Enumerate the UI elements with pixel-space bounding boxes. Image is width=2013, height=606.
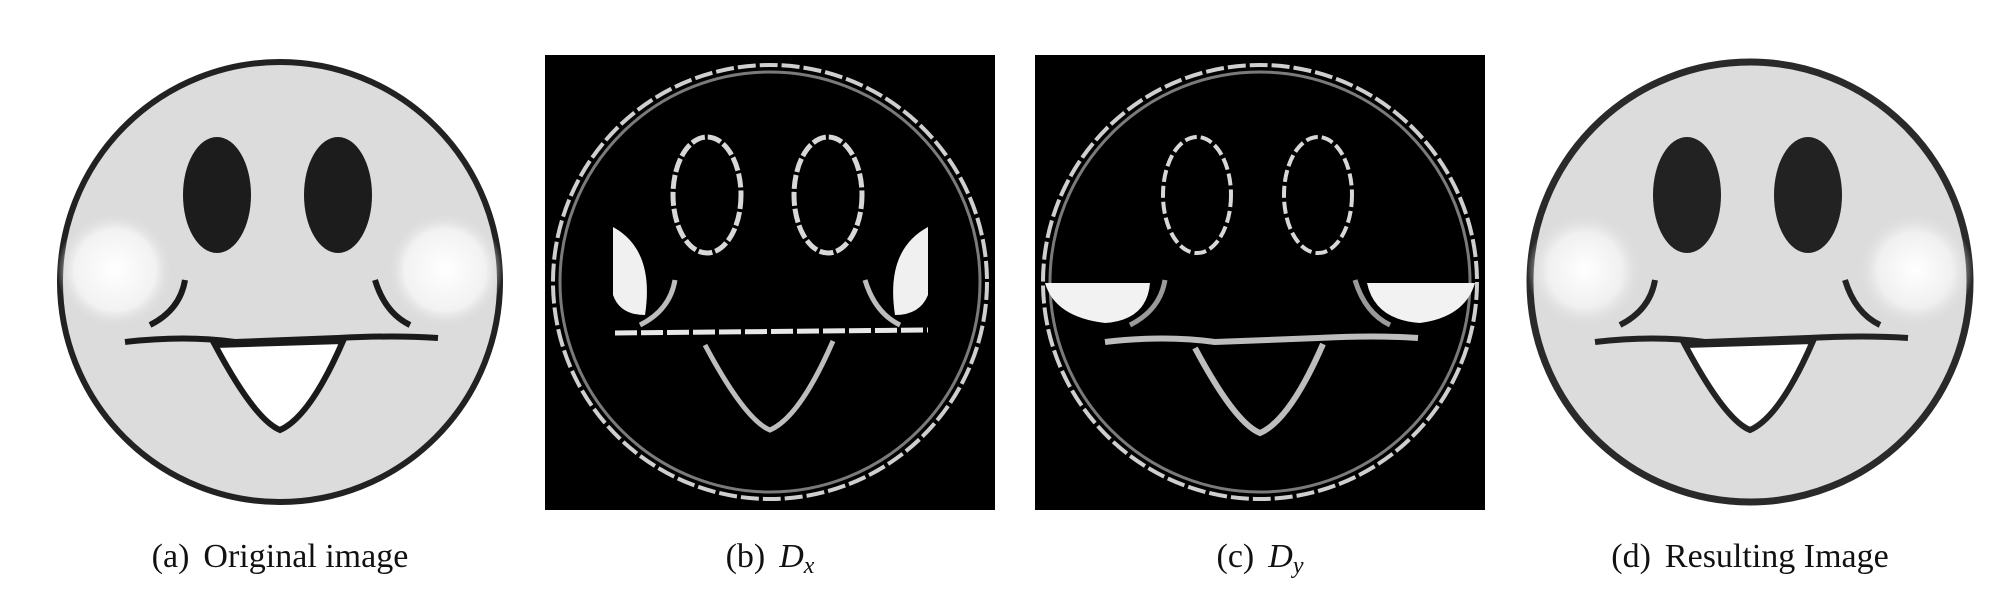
caption-c-label: (c) [1216, 538, 1255, 575]
caption-b: (b) Dx [725, 538, 815, 579]
caption-c: (c) Dy [1216, 538, 1304, 579]
caption-b-label: (b) [725, 538, 766, 575]
caption-d-text: Resulting Image [1664, 538, 1889, 575]
caption-a: (a) Original image [152, 540, 409, 574]
caption-d-label: (d) [1611, 538, 1651, 575]
panel-dy-edge-map [1035, 55, 1485, 510]
caption-d: (d) Resulting Image [1611, 540, 1888, 574]
panel-original-image [55, 55, 505, 510]
smiley-original-figure [57, 59, 503, 505]
caption-c-subscript: y [1292, 553, 1304, 579]
panel-dx-edge-map [545, 55, 995, 510]
panel-resulting-image [1525, 55, 1975, 510]
caption-b-subscript: x [803, 553, 815, 579]
caption-b-symbol: D [779, 538, 804, 575]
dx-edge-figure [545, 55, 995, 510]
dy-edge-figure [1035, 55, 1485, 510]
caption-a-text: Original image [203, 538, 409, 575]
smiley-result-figure [1526, 58, 1974, 506]
caption-a-label: (a) [151, 538, 190, 575]
caption-c-symbol: D [1268, 538, 1293, 575]
